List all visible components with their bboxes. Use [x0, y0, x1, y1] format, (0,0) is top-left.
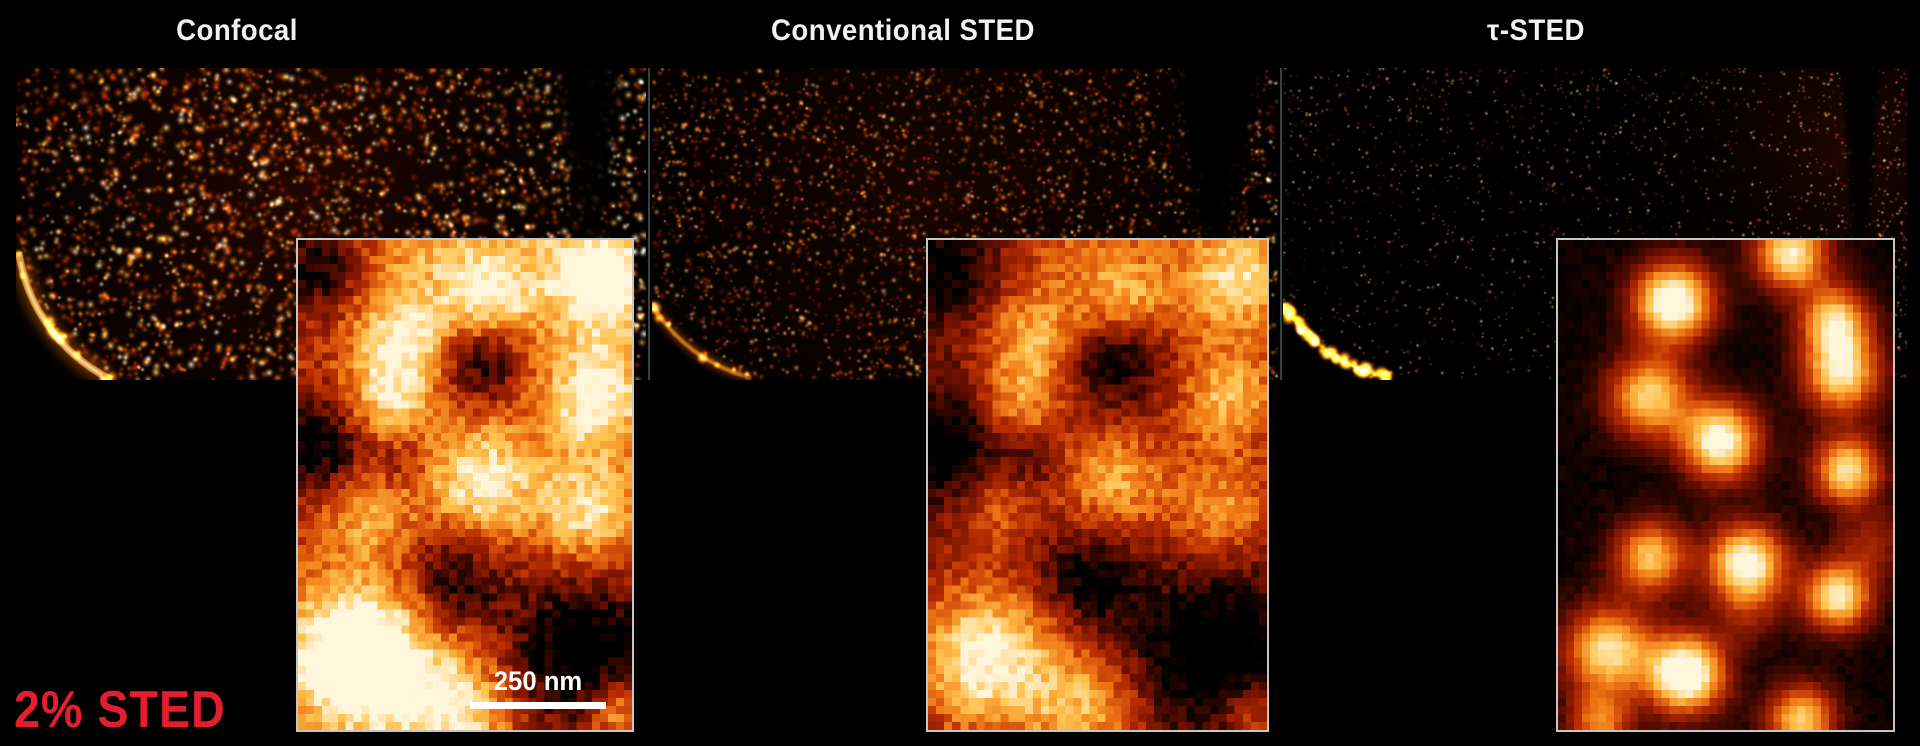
tau-sted-inset-image — [1558, 240, 1893, 730]
panel-title-tau-sted: τ-STED — [1487, 14, 1585, 47]
confocal-image — [16, 68, 646, 380]
condition-label: 2% STED — [14, 681, 226, 739]
scale-bar-label: 250 nm — [493, 666, 583, 696]
panel-divider — [648, 68, 650, 380]
panel-title-confocal: Confocal — [176, 14, 298, 47]
confocal-inset-image — [298, 240, 632, 730]
scale-bar-line — [470, 702, 606, 709]
panel-divider — [1280, 68, 1282, 380]
confocal-inset — [296, 238, 634, 732]
conventional-sted-inset-image — [928, 240, 1267, 730]
scale-bar: 250 nm — [470, 666, 606, 709]
conventional-sted-inset — [926, 238, 1269, 732]
tau-sted-inset — [1556, 238, 1895, 732]
panel-title-conventional-sted: Conventional STED — [771, 14, 1035, 47]
